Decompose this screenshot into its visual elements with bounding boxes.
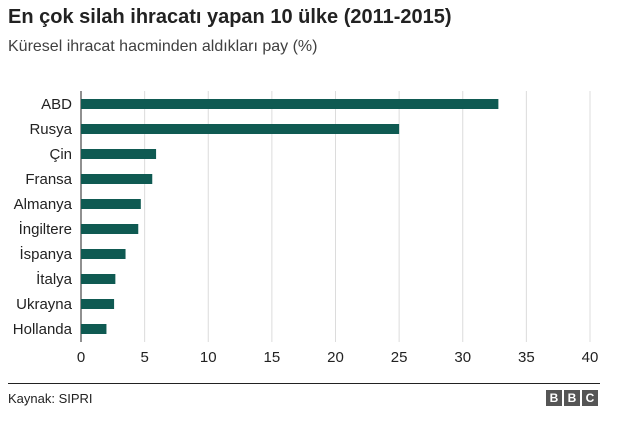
bar (81, 224, 139, 234)
source-note: Kaynak: SIPRI (8, 391, 93, 406)
category-label: Almanya (14, 196, 73, 213)
bar (81, 324, 107, 334)
x-tick-label: 20 (327, 349, 344, 366)
x-tick-label: 15 (264, 349, 281, 366)
footer-divider (8, 383, 600, 384)
bar (81, 249, 126, 259)
x-tick-label: 25 (391, 349, 408, 366)
bar (81, 299, 115, 309)
x-tick-label: 5 (140, 349, 148, 366)
category-label: Fransa (25, 171, 72, 188)
category-label: İtalya (36, 270, 73, 288)
bbc-logo-letter-2: B (564, 390, 580, 406)
x-tick-label: 35 (518, 349, 535, 366)
category-label: ABD (41, 96, 72, 113)
category-label: İspanya (19, 245, 72, 263)
x-tick-label: 40 (582, 349, 599, 366)
category-label: Çin (49, 146, 72, 163)
x-tick-label: 10 (200, 349, 217, 366)
x-tick-label: 0 (77, 349, 85, 366)
bar (81, 99, 499, 109)
category-label: İngiltere (19, 220, 72, 238)
category-label: Ukrayna (16, 296, 73, 313)
bar (81, 274, 116, 284)
chart-title: En çok silah ihracatı yapan 10 ülke (201… (8, 6, 452, 28)
category-label: Rusya (29, 121, 72, 138)
x-tick-label: 30 (454, 349, 471, 366)
bbc-logo-letter-1: B (546, 390, 562, 406)
bar (81, 199, 141, 209)
bar (81, 124, 400, 134)
chart-subtitle: Küresel ihracat hacminden aldıkları pay … (8, 38, 318, 55)
bbc-logo: B B C (546, 390, 598, 406)
bbc-logo-letter-3: C (582, 390, 598, 406)
category-label: Hollanda (13, 321, 73, 338)
bar (81, 149, 157, 159)
bar (81, 174, 153, 184)
